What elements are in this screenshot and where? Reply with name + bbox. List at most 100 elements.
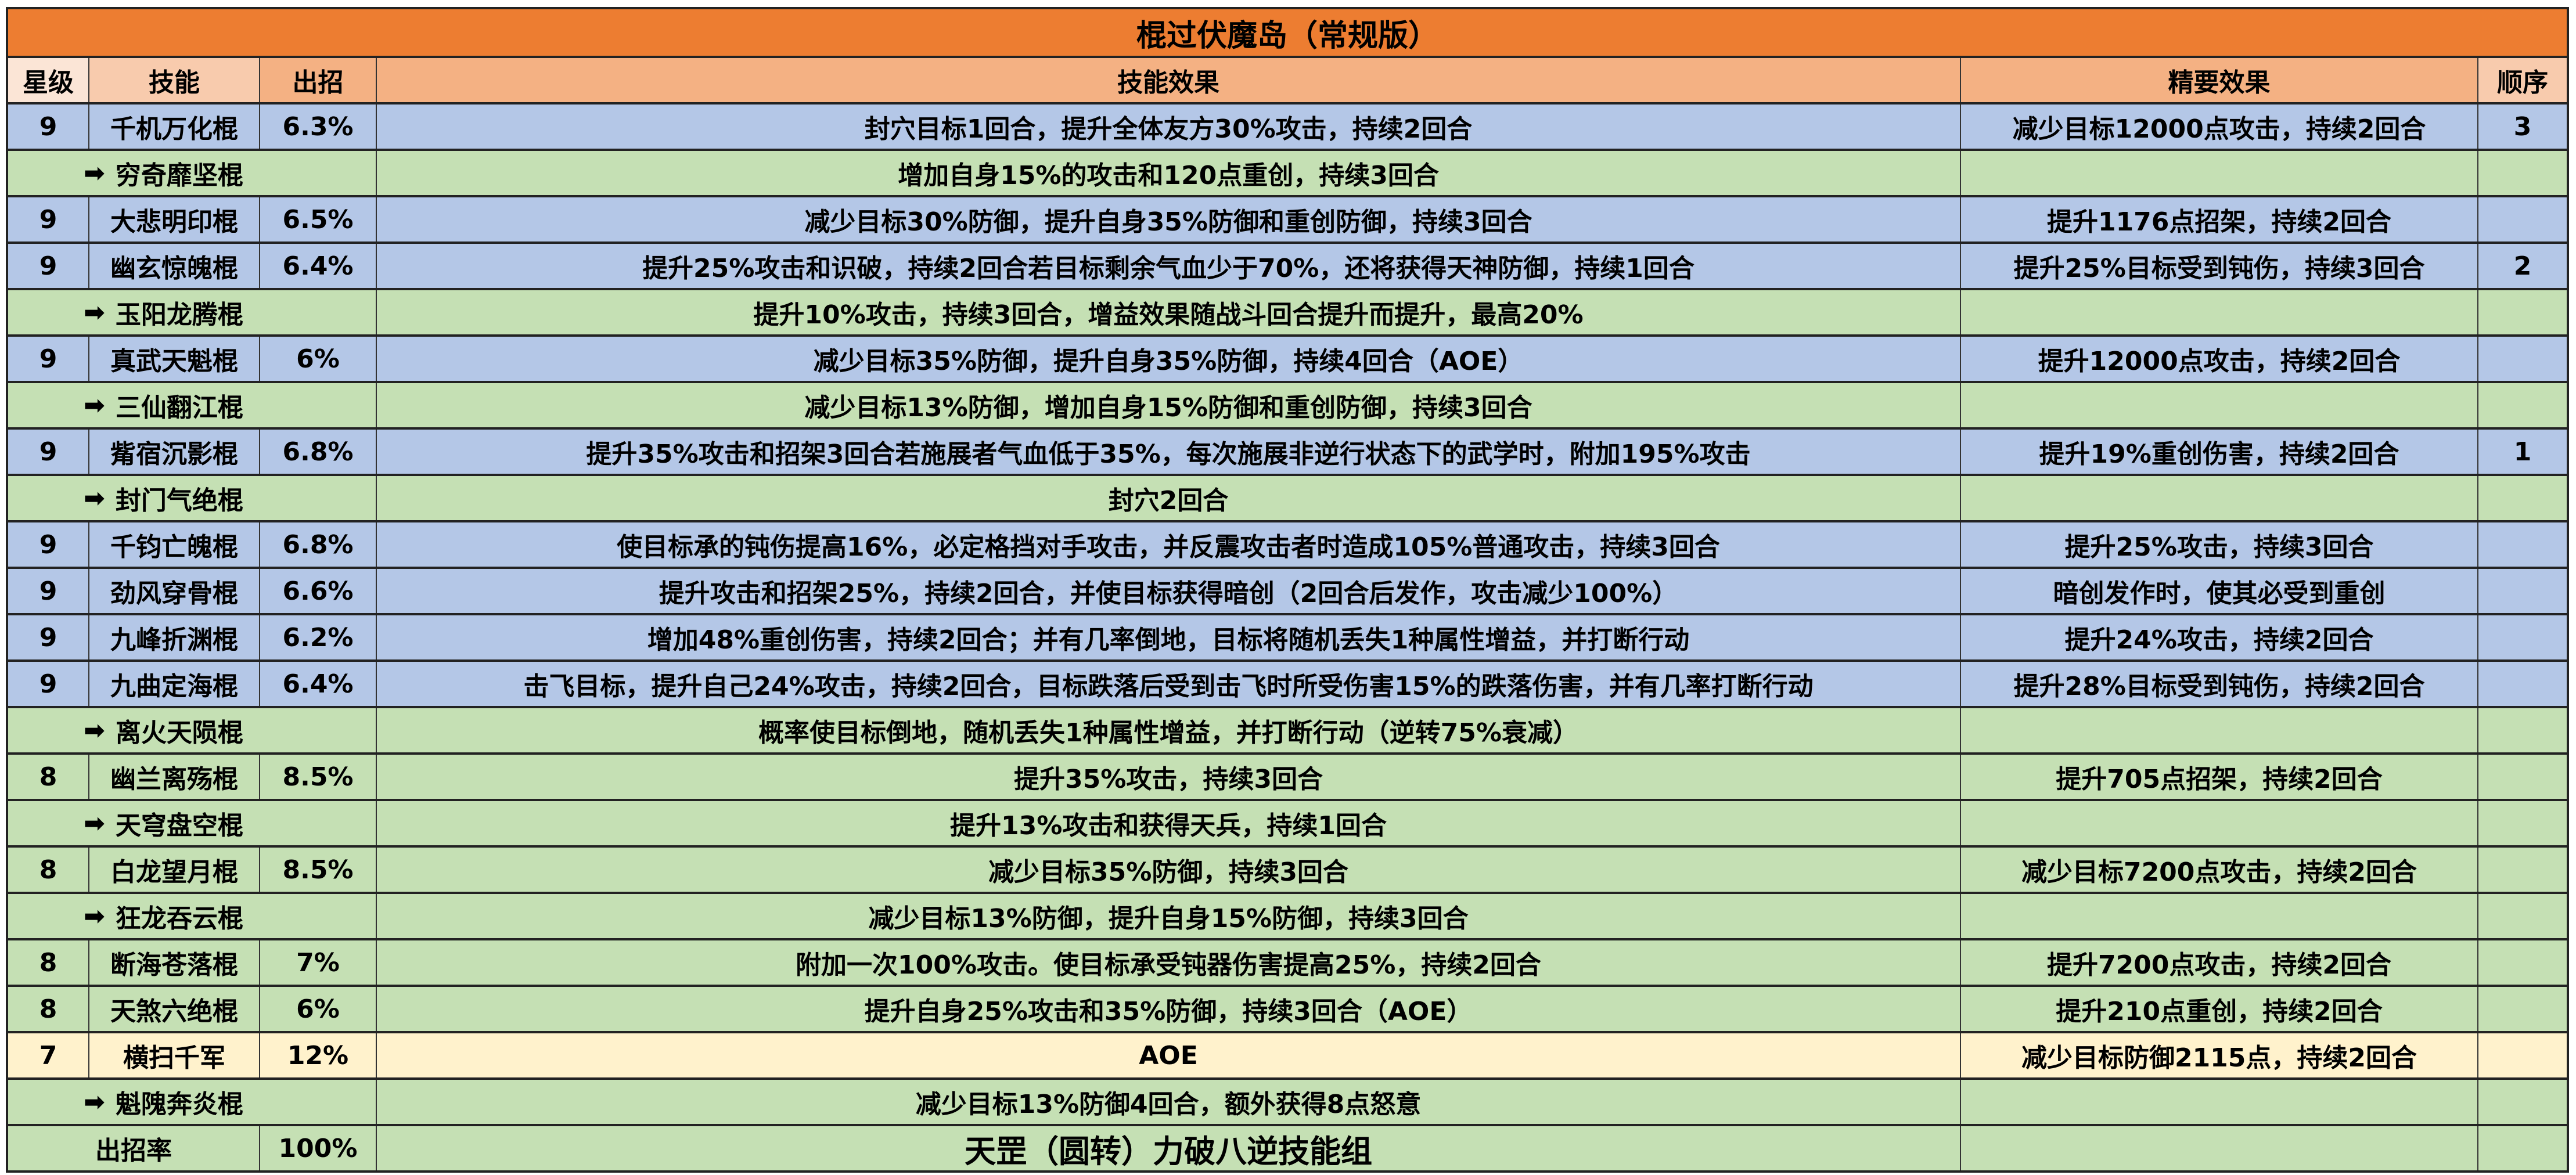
header-order: 顺序 [2478,58,2567,102]
order [2478,569,2567,613]
sub-skill-cell: ➡ 离火天陨棍 [8,708,377,752]
skill-name: 千机万化棍 [89,104,260,149]
skill-name: 幽玄惊魄棍 [89,244,260,288]
order [2478,1033,2567,1077]
essence-effect [1961,894,2478,938]
skill-effect: 提升13%攻击和获得天兵，持续1回合 [377,801,1961,845]
skill-rate: 6% [260,987,377,1031]
skill-name: 九曲定海棍 [89,662,260,706]
skill-rate: 6.4% [260,244,377,288]
order [2478,522,2567,567]
sub-skill-cell: ➡ 玉阳龙腾棍 [8,290,377,334]
skill-rate: 12% [260,1033,377,1077]
sub-skill-row: ➡ 封门气绝棍 封穴2回合 [8,476,2567,522]
sub-skill-cell: ➡ 三仙翻江棍 [8,383,377,427]
order [2478,708,2567,752]
skill-effect: 提升攻击和招架25%，持续2回合，并使目标获得暗创（2回合后发作，攻击减少100… [377,569,1961,613]
skill-row: 9 觜宿沉影棍 6.8% 提升35%攻击和招架3回合若施展者气血低于35%，每次施展非… [8,430,2567,476]
skill-name: 千钧亡魄棍 [89,522,260,567]
order [2478,476,2567,520]
footer-group: 天罡（圆转）力破八逆技能组 [377,1126,1961,1170]
star-level: 7 [8,1033,89,1077]
essence-effect: 提升705点招架，持续2回合 [1961,755,2478,799]
skill-name: 觜宿沉影棍 [89,430,260,474]
sub-skill-cell: ➡ 魁隗奔炎棍 [8,1080,377,1124]
skill-rate: 6% [260,337,377,381]
sub-skill-cell: ➡ 封门气绝棍 [8,476,377,520]
order [2478,197,2567,242]
skill-effect: 使目标承的钝伤提高16%，必定格挡对手攻击，并反震攻击者时造成105%普通攻击，… [377,522,1961,567]
essence-effect: 减少目标7200点攻击，持续2回合 [1961,848,2478,892]
skill-name: 魁隗奔炎棍 [115,1090,243,1119]
skill-name: 狂龙吞云棍 [115,904,243,933]
right-arrow-icon: ➡ [84,1087,105,1117]
essence-effect: 提升24%攻击，持续2回合 [1961,615,2478,659]
sub-skill-row: ➡ 天穹盘空棍 提升13%攻击和获得天兵，持续1回合 [8,801,2567,848]
skill-effect: 减少目标35%防御，持续3回合 [377,848,1961,892]
essence-effect [1961,1080,2478,1124]
sub-skill-cell: ➡ 天穹盘空棍 [8,801,377,845]
essence-effect [1961,383,2478,427]
skill-effect: 提升25%攻击和识破，持续2回合若目标剩余气血少于70%，还将获得天神防御，持续… [377,244,1961,288]
star-level: 9 [8,522,89,567]
skill-effect: 附加一次100%攻击。使目标承受钝器伤害提高25%，持续2回合 [377,940,1961,985]
skill-rate: 6.3% [260,104,377,149]
order [2478,987,2567,1031]
sub-skill-row: ➡ 离火天陨棍 概率使目标倒地，随机丢失1种属性增益，并打断行动（逆转75%衰减） [8,708,2567,755]
skill-row: 9 真武天魁棍 6% 减少目标35%防御，提升自身35%防御，持续4回合（AOE） 提升… [8,337,2567,383]
skill-rate: 6.8% [260,430,377,474]
skill-effect: 减少目标13%防御，提升自身15%防御，持续3回合 [377,894,1961,938]
skill-effect: 减少目标13%防御4回合，额外获得8点怒意 [377,1080,1961,1124]
header-essence: 精要效果 [1961,58,2478,102]
right-arrow-icon: ➡ [84,390,105,420]
skill-effect: 击飞目标，提升自己24%攻击，持续2回合，目标跌落后受到击飞时所受伤害15%的跌… [377,662,1961,706]
order [2478,1080,2567,1124]
order [2478,848,2567,892]
skill-rate: 8.5% [260,848,377,892]
skill-name: 真武天魁棍 [89,337,260,381]
skill-name: 断海苍落棍 [89,940,260,985]
header-rate: 出招 [260,58,377,102]
skill-name: 九峰折渊棍 [89,615,260,659]
order [2478,615,2567,659]
order [2478,662,2567,706]
sub-skill-row: ➡ 狂龙吞云棍 减少目标13%防御，提升自身15%防御，持续3回合 [8,894,2567,940]
essence-effect: 提升7200点攻击，持续2回合 [1961,940,2478,985]
skill-effect: 增加48%重创伤害，持续2回合；并有几率倒地，目标将随机丢失1种属性增益，并打断… [377,615,1961,659]
star-level: 9 [8,197,89,242]
order [2478,337,2567,381]
sub-skill-row: ➡ 玉阳龙腾棍 提升10%攻击，持续3回合，增益效果随战斗回合提升而提升，最高20% [8,290,2567,337]
right-arrow-icon: ➡ [84,808,105,838]
skill-row: 7 横扫千军 12% AOE 减少目标防御2115点，持续2回合 [8,1033,2567,1080]
order [2478,894,2567,938]
footer-rate: 100% [260,1126,377,1170]
order [2478,383,2567,427]
star-level: 9 [8,244,89,288]
skill-rate: 6.6% [260,569,377,613]
skill-name: 白龙望月棍 [89,848,260,892]
skill-name: 玉阳龙腾棍 [115,300,243,330]
star-level: 8 [8,987,89,1031]
skill-rate: 6.8% [260,522,377,567]
star-level: 9 [8,104,89,149]
skill-name: 天煞六绝棍 [89,987,260,1031]
right-arrow-icon: ➡ [84,715,105,745]
skill-effect: 提升35%攻击，持续3回合 [377,755,1961,799]
skill-effect: 增加自身15%的攻击和120点重创，持续3回合 [377,151,1961,195]
essence-effect [1961,290,2478,334]
essence-effect: 暗创发作时，使其必受到重创 [1961,569,2478,613]
skill-effect: 减少目标13%防御，增加自身15%防御和重创防御，持续3回合 [377,383,1961,427]
skill-rate: 6.2% [260,615,377,659]
skill-rate: 8.5% [260,755,377,799]
sub-skill-cell: ➡ 穷奇靡坚棍 [8,151,377,195]
essence-effect: 提升25%攻击，持续3回合 [1961,522,2478,567]
sub-skill-row: ➡ 穷奇靡坚棍 增加自身15%的攻击和120点重创，持续3回合 [8,151,2567,197]
skill-effect: 提升10%攻击，持续3回合，增益效果随战斗回合提升而提升，最高20% [377,290,1961,334]
footer-empty [1961,1126,2478,1170]
skill-name: 幽兰离殇棍 [89,755,260,799]
sub-skill-row: ➡ 魁隗奔炎棍 减少目标13%防御4回合，额外获得8点怒意 [8,1080,2567,1126]
skill-name: 天穹盘空棍 [115,811,243,841]
order [2478,801,2567,845]
skill-rate: 7% [260,940,377,985]
right-arrow-icon: ➡ [84,483,105,513]
